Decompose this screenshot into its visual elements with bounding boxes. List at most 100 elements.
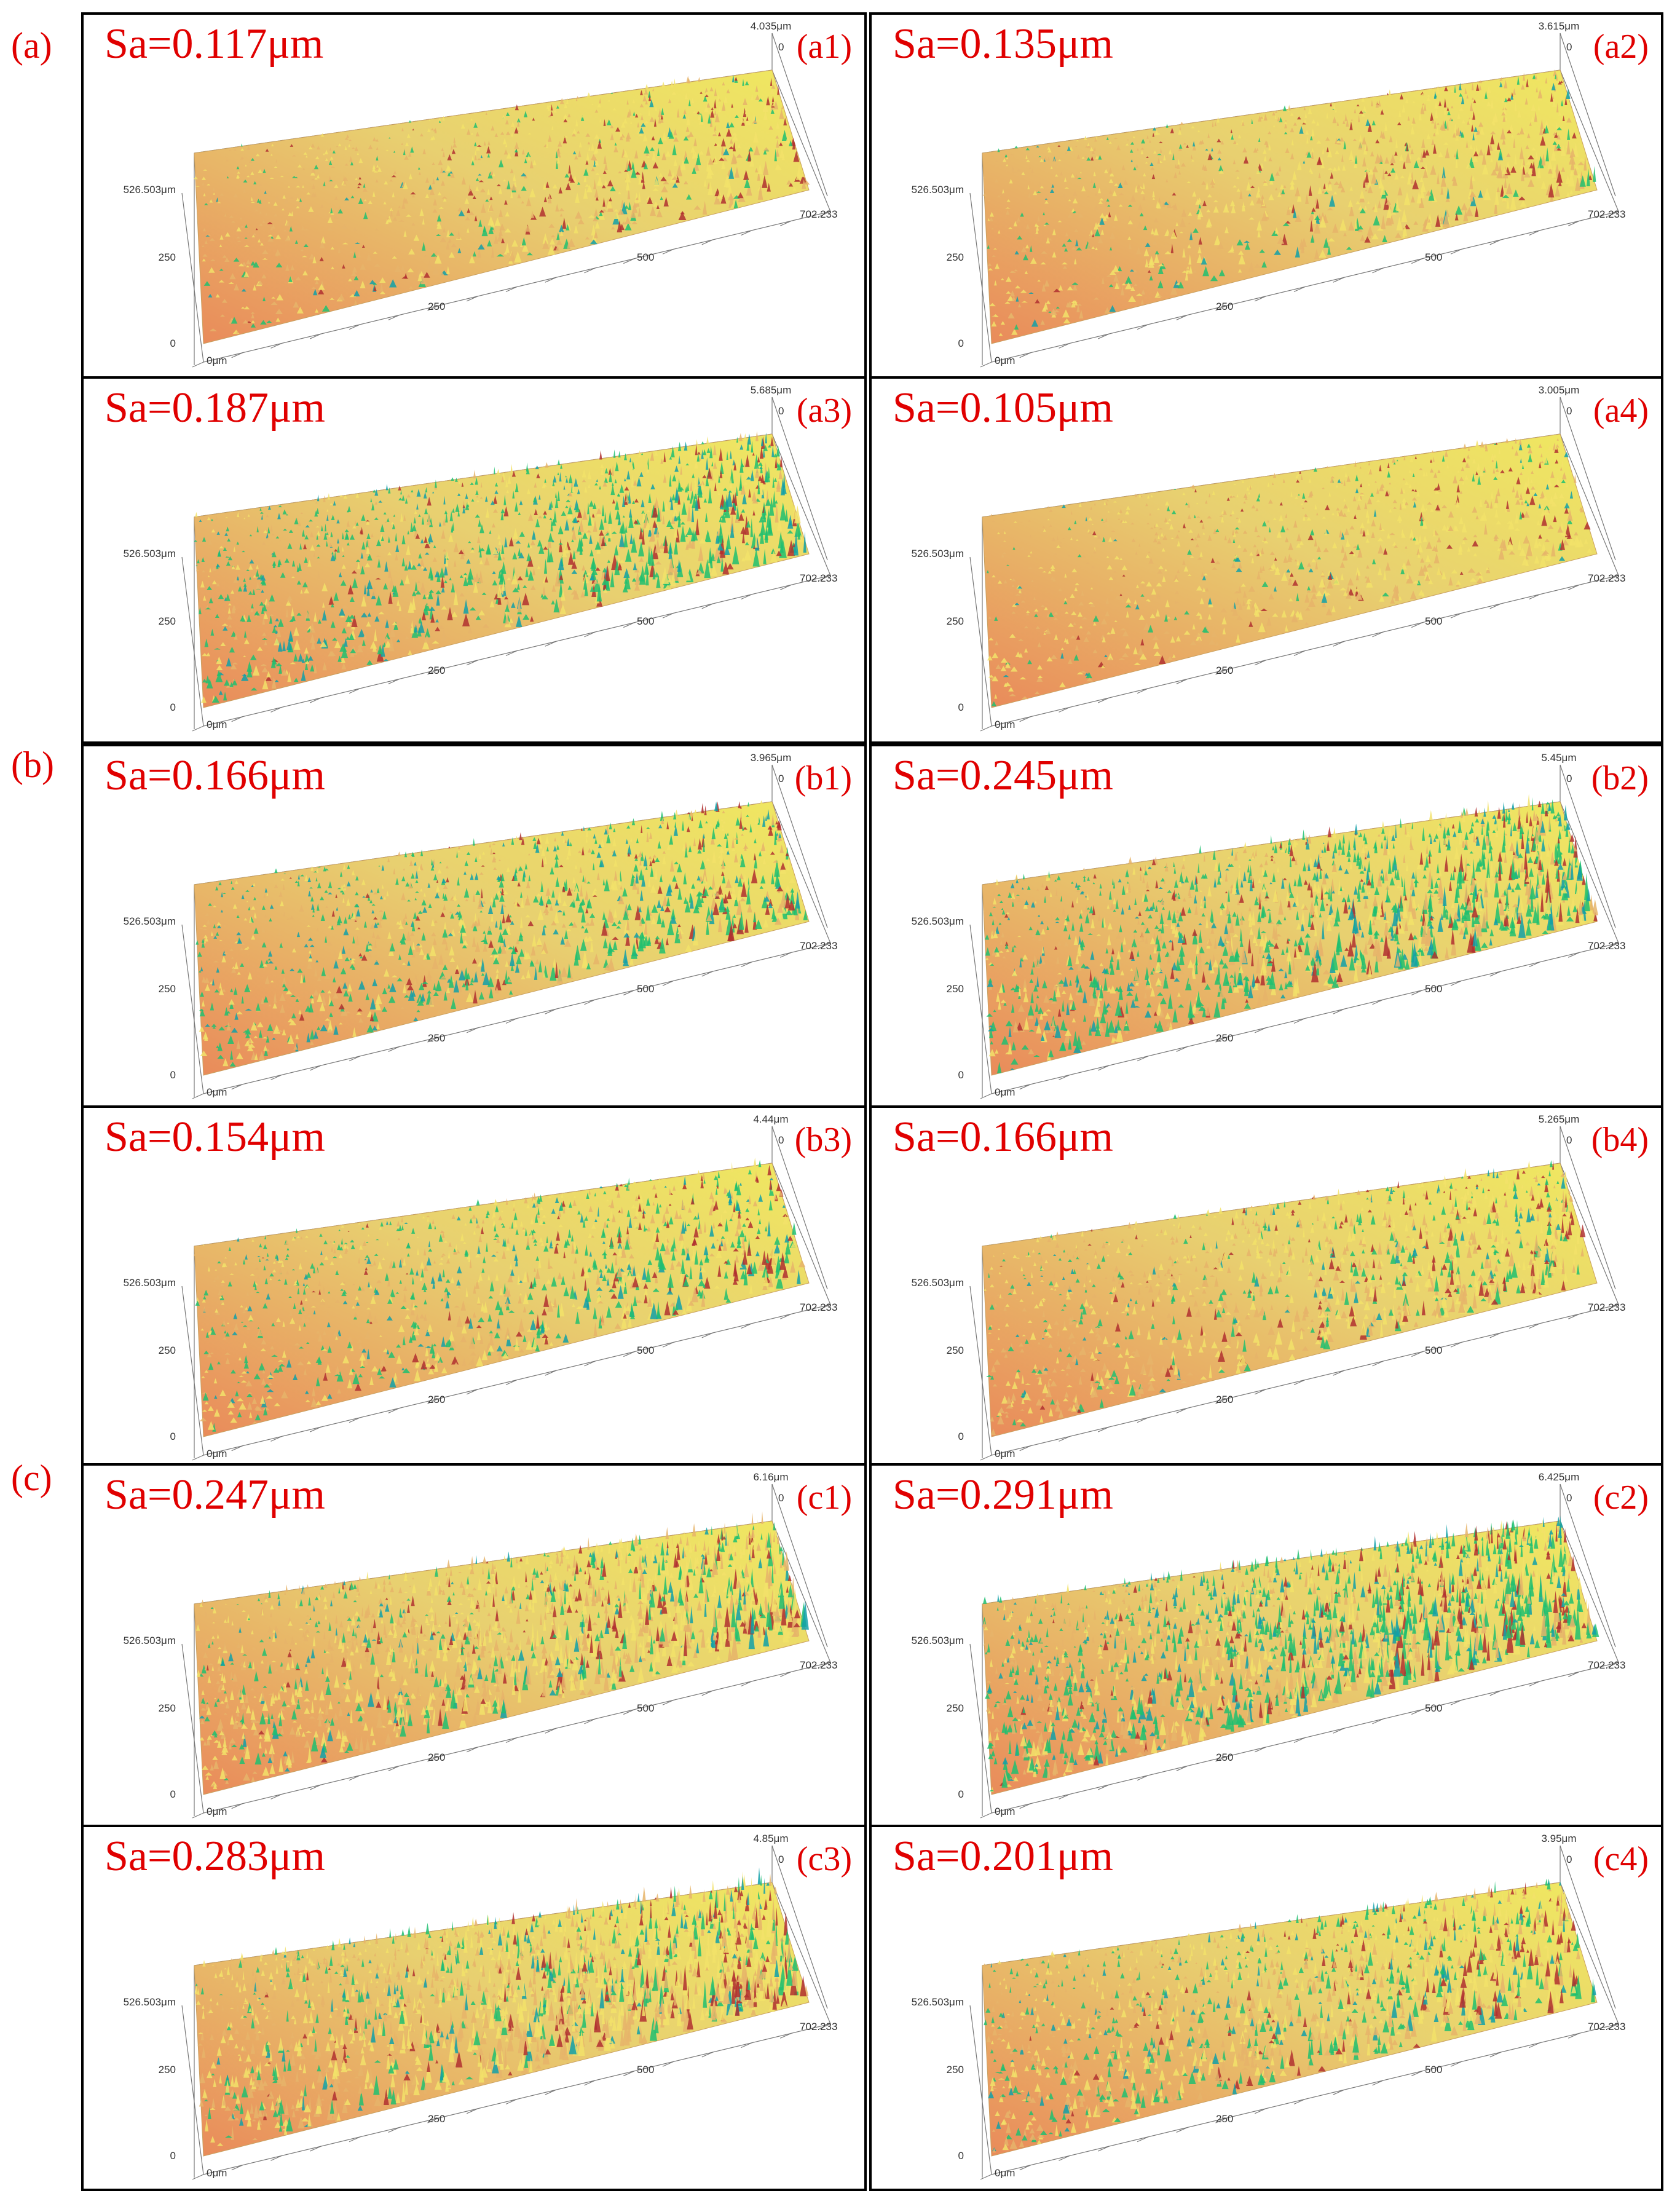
panel-id: (b1) (794, 759, 852, 797)
z-max-label: 5.45μm (1541, 752, 1576, 764)
y-axis-label: 526.503μm (912, 915, 964, 927)
z-max-label: 4.035μm (751, 20, 792, 32)
x-tick-label: 500 (637, 1702, 654, 1714)
x-zero-label: 0μm (995, 355, 1015, 366)
panel-id: (a1) (796, 28, 852, 66)
z-zero-label: 0 (1566, 1492, 1572, 1504)
z-zero-label: 0 (1566, 41, 1572, 53)
z-max-label: 3.615μm (1539, 20, 1580, 32)
surface-plot: 4.85μm 0 526.503μm 250 0 0μm 250 500 702.233 (124, 1833, 837, 2180)
y-zero-label: 0 (958, 701, 964, 713)
z-max-label: 3.95μm (1541, 1833, 1576, 1844)
panel-id: (b4) (1591, 1121, 1649, 1159)
surface-plot: 5.45μm 0 526.503μm 250 0 0μm 250 500 702.233 (912, 752, 1625, 1099)
y-mid-label: 250 (159, 983, 176, 995)
y-zero-label: 0 (170, 2150, 176, 2162)
z-zero-label: 0 (1566, 773, 1572, 784)
z-zero-label: 0 (1566, 1134, 1572, 1146)
panel-id: (c4) (1593, 1840, 1649, 1878)
surface-peaks (193, 1158, 806, 1432)
x-end-label: 702.233 (800, 1302, 837, 1313)
sa-value: Sa=0.247μm (105, 1471, 325, 1519)
surface-panel: 4.035μm 0 526.503μm 250 0 0μm 250 500 702.233 Sa=… (81, 12, 867, 379)
y-mid-label: 250 (947, 615, 964, 627)
x-tick-label: 250 (428, 2113, 445, 2125)
y-zero-label: 0 (170, 338, 176, 349)
sa-value: Sa=0.187μm (105, 384, 325, 432)
y-zero-label: 0 (170, 701, 176, 713)
x-end-label: 702.233 (800, 940, 837, 952)
x-tick-label: 500 (1425, 2064, 1442, 2076)
panel-id: (a4) (1593, 392, 1649, 430)
panel-id: (c3) (796, 1840, 852, 1878)
x-zero-label: 0μm (207, 719, 227, 730)
y-mid-label: 250 (947, 2064, 964, 2076)
y-zero-label: 0 (958, 2150, 964, 2162)
x-tick-label: 500 (637, 1345, 654, 1356)
z-max-label: 4.44μm (753, 1113, 788, 1125)
surface-plot: 3.95μm 0 526.503μm 250 0 0μm 250 500 702.233 (912, 1833, 1625, 2180)
surface-panel: 3.615μm 0 526.503μm 250 0 0μm 250 500 702.233 Sa=… (869, 12, 1663, 379)
x-zero-label: 0μm (207, 1086, 227, 1098)
surface-peaks (194, 1867, 809, 2146)
y-axis-label: 526.503μm (124, 184, 176, 196)
x-end-label: 702.233 (800, 1659, 837, 1671)
y-zero-label: 0 (958, 1788, 964, 1800)
surface-peaks (984, 1159, 1586, 1436)
panel-id: (c1) (796, 1479, 852, 1517)
x-tick-label: 500 (1425, 615, 1442, 627)
x-tick-label: 250 (1216, 1752, 1233, 1763)
y-axis-label: 526.503μm (912, 184, 964, 196)
sa-value: Sa=0.166μm (105, 752, 325, 799)
panel-id: (b3) (794, 1121, 852, 1159)
panel-id: (b2) (1591, 759, 1649, 797)
panel-id: (a2) (1593, 28, 1649, 66)
y-axis-label: 526.503μm (912, 1635, 964, 1646)
y-mid-label: 250 (947, 983, 964, 995)
x-zero-label: 0μm (995, 1806, 1015, 1817)
x-end-label: 702.233 (800, 2021, 837, 2032)
x-zero-label: 0μm (207, 1806, 227, 1817)
x-zero-label: 0μm (995, 2167, 1015, 2179)
y-zero-label: 0 (170, 1788, 176, 1800)
sa-value: Sa=0.201μm (893, 1833, 1113, 1880)
z-zero-label: 0 (778, 1492, 784, 1504)
y-axis-label: 526.503μm (124, 1996, 176, 2008)
surface-panel: 6.425μm 0 526.503μm 250 0 0μm 250 500 702.233 Sa=… (869, 1463, 1663, 1827)
panel-id: (c2) (1593, 1479, 1649, 1517)
x-tick-label: 500 (1425, 1345, 1442, 1356)
x-tick-label: 500 (637, 251, 654, 263)
surface-panel: 6.16μm 0 526.503μm 250 0 0μm 250 500 702.233 Sa=0… (81, 1463, 867, 1827)
x-end-label: 702.233 (1588, 208, 1625, 220)
x-zero-label: 0μm (995, 1086, 1015, 1098)
surface-panel: 5.265μm 0 526.503μm 250 0 0μm 250 500 702.233 Sa=… (869, 1105, 1663, 1468)
z-zero-label: 0 (778, 773, 784, 784)
y-mid-label: 250 (159, 2064, 176, 2076)
x-zero-label: 0μm (207, 1448, 227, 1460)
x-tick-label: 500 (1425, 1702, 1442, 1714)
y-mid-label: 250 (159, 251, 176, 263)
y-axis-label: 526.503μm (912, 548, 964, 559)
y-mid-label: 250 (947, 1702, 964, 1714)
y-axis-label: 526.503μm (912, 1277, 964, 1289)
z-zero-label: 0 (778, 405, 784, 417)
x-tick-label: 500 (637, 983, 654, 995)
z-zero-label: 0 (1566, 405, 1572, 417)
surface-peaks (982, 1515, 1599, 1793)
x-tick-label: 500 (637, 615, 654, 627)
surface-plot: 3.965μm 0 526.503μm 250 0 0μm 250 500 702.233 (124, 752, 837, 1099)
x-tick-label: 250 (1216, 2113, 1233, 2125)
z-max-label: 5.265μm (1539, 1113, 1580, 1125)
z-max-label: 3.005μm (1539, 384, 1580, 396)
group-label-b: (b) (11, 745, 54, 785)
x-tick-label: 250 (428, 665, 445, 676)
sa-value: Sa=0.154μm (105, 1113, 325, 1161)
surface-panel: 5.45μm 0 526.503μm 250 0 0μm 250 500 702.233 Sa=0… (869, 744, 1663, 1108)
surface-peaks (984, 438, 1593, 706)
sa-value: Sa=0.283μm (105, 1833, 325, 1880)
surface-peaks (195, 1511, 809, 1790)
sa-value: Sa=0.166μm (893, 1113, 1113, 1161)
sa-value: Sa=0.291μm (893, 1471, 1113, 1519)
y-axis-label: 526.503μm (124, 915, 176, 927)
